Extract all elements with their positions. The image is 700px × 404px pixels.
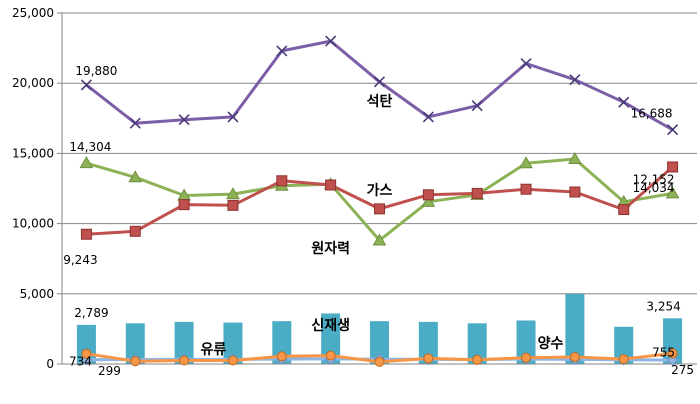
y-tick-label: 15,000: [12, 146, 54, 160]
data-label: 734: [69, 355, 92, 369]
y-tick-label: 25,000: [12, 6, 54, 20]
bar-신재생: [418, 321, 438, 364]
marker-원자력: [325, 179, 337, 191]
marker-양수: [667, 348, 678, 359]
data-label: 299: [98, 364, 121, 378]
marker-석탄: [618, 96, 630, 108]
marker-가스: [568, 152, 582, 165]
y-tick-label: 20,000: [12, 76, 54, 90]
data-label: 2,789: [74, 306, 108, 320]
marker-유류: [80, 354, 93, 366]
data-label: 14,304: [69, 140, 111, 154]
series-label-석탄: 석탄: [367, 93, 393, 110]
marker-원자력: [374, 203, 385, 215]
marker-양수: [472, 354, 483, 365]
marker-가스: [665, 186, 680, 199]
bar-신재생: [125, 323, 145, 364]
marker-원자력: [276, 175, 288, 187]
y-tick-label: 0: [46, 357, 54, 371]
marker-원자력: [667, 161, 679, 173]
marker-가스: [372, 233, 387, 246]
series-label-원자력: 원자력: [311, 241, 350, 257]
marker-원자력: [471, 187, 483, 199]
data-label: 3,254: [646, 299, 680, 313]
marker-석탄: [227, 111, 239, 123]
series-label-가스: 가스: [367, 183, 393, 199]
marker-양수: [423, 353, 434, 364]
bar-신재생: [467, 323, 487, 364]
marker-원자력: [520, 183, 532, 195]
marker-양수: [179, 355, 190, 366]
marker-석탄: [373, 76, 386, 88]
marker-원자력: [227, 199, 239, 211]
data-label: 9,243: [63, 253, 97, 267]
y-tick-label: 5,000: [20, 287, 54, 301]
marker-석탄: [129, 117, 141, 129]
marker-가스: [226, 187, 240, 200]
data-label: 19,880: [75, 64, 117, 78]
marker-석탄: [276, 45, 288, 57]
marker-layer: [79, 35, 680, 367]
marker-석탄: [520, 57, 532, 70]
marker-석탄: [569, 74, 581, 86]
series-label-신재생: 신재생: [311, 318, 350, 334]
marker-석탄: [471, 100, 483, 112]
series-label-유류: 유류: [201, 342, 227, 358]
marker-석탄: [422, 111, 434, 123]
marker-양수: [227, 355, 238, 366]
marker-원자력: [618, 204, 630, 216]
marker-석탄: [325, 35, 337, 47]
series-label-양수: 양수: [538, 336, 564, 352]
data-label: 12,152: [633, 172, 675, 186]
data-label: 16,688: [631, 107, 673, 121]
marker-양수: [521, 352, 532, 363]
bar-신재생: [223, 322, 243, 364]
bar-신재생: [565, 293, 585, 364]
gridlines: [62, 12, 697, 295]
bar-신재생: [272, 321, 292, 364]
data-label: 275: [671, 363, 694, 377]
marker-원자력: [129, 225, 141, 237]
marker-가스: [519, 156, 533, 169]
marker-가스: [421, 194, 436, 207]
marker-석탄: [178, 114, 190, 126]
bar-신재생: [174, 321, 194, 364]
marker-원자력: [178, 199, 190, 211]
bar-신재생: [370, 321, 389, 364]
label-layer: 19,880 16,688 14,304 12,152 9,243 14,034 2,789…: [63, 64, 694, 378]
marker-가스: [128, 170, 143, 183]
marker-양수: [276, 351, 287, 362]
marker-양수: [81, 348, 92, 359]
marker-석탄: [80, 79, 92, 91]
bar-series-layer: [76, 293, 683, 364]
y-tick-label: 10,000: [12, 217, 54, 231]
marker-양수: [569, 351, 580, 362]
marker-석탄: [667, 124, 679, 136]
marker-원자력: [569, 186, 581, 198]
marker-가스: [79, 156, 94, 169]
marker-원자력: [422, 189, 434, 201]
marker-양수: [374, 356, 385, 367]
marker-양수: [618, 354, 629, 365]
marker-원자력: [80, 228, 92, 240]
marker-양수: [325, 350, 336, 361]
bar-신재생: [614, 326, 634, 364]
bar-신재생: [321, 313, 341, 364]
data-label: 755: [652, 345, 675, 359]
data-label: 14,034: [633, 181, 675, 195]
bar-신재생: [516, 320, 536, 364]
marker-양수: [130, 356, 141, 367]
